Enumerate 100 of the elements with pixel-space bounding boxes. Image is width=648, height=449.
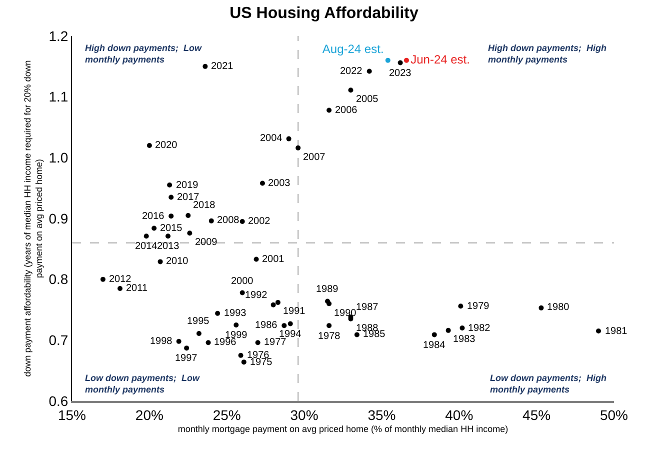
x-tick-label: 25% [212, 406, 241, 423]
annotation: 1990 [334, 308, 357, 319]
annotation: 1980 [547, 302, 570, 313]
x-tick-label: 35% [368, 406, 396, 423]
point [404, 58, 409, 63]
point [241, 360, 246, 365]
point [275, 300, 280, 305]
annotation: 2013 [157, 241, 180, 252]
annotation: 1996 [214, 337, 237, 348]
y-tick-label: 0.6 [48, 392, 68, 409]
point [166, 234, 171, 239]
point [240, 219, 245, 224]
annotation: Low down payments; Low monthly payments [85, 373, 200, 395]
annotation: 1989 [316, 284, 339, 295]
point [144, 234, 149, 239]
annotation: 2003 [268, 178, 291, 189]
point [234, 322, 239, 328]
annotation: 2022 [340, 66, 363, 77]
y-axis-title: down payment affordability (years of median HH income required for 20% down payment on avg priced home) [22, 60, 44, 377]
annotation: 1997 [175, 353, 198, 364]
point [255, 340, 260, 346]
annotation: 2005 [356, 94, 379, 105]
point [146, 143, 152, 148]
annotation: 2007 [303, 152, 326, 163]
annotation: 2000 [231, 276, 254, 287]
x-tick-label: 45% [522, 406, 551, 423]
point [158, 259, 163, 264]
annotation: 2002 [248, 216, 271, 227]
point [100, 276, 106, 282]
point [118, 286, 123, 291]
point [354, 332, 360, 338]
y-tick-label: 1.2 [48, 28, 68, 44]
point [286, 136, 292, 142]
point [458, 304, 464, 309]
annotation: 2021 [211, 61, 234, 72]
annotation: 1979 [467, 301, 490, 312]
point [168, 214, 174, 219]
point [184, 346, 190, 351]
point [296, 145, 301, 150]
point [366, 68, 372, 74]
x-tick-label: 50% [600, 406, 628, 423]
annotation: 1992 [245, 290, 268, 301]
point [446, 328, 451, 333]
point [187, 230, 192, 236]
point [432, 332, 437, 338]
x-axis-title: monthly mortgage payment on avg priced home (% of monthly median HH income) [178, 424, 508, 434]
annotation: 2018 [193, 200, 216, 211]
point [254, 256, 259, 262]
annotation: 2014 [135, 241, 158, 252]
annotation: 1984 [423, 340, 446, 351]
annotation: High down payments; Low monthly payments [85, 43, 202, 65]
annotation: 2009 [195, 237, 218, 248]
point [238, 352, 244, 358]
point [460, 326, 465, 330]
point [538, 305, 544, 310]
point [206, 340, 211, 346]
annotation: 2019 [176, 180, 199, 191]
point [385, 58, 390, 63]
annotation: 2011 [126, 283, 148, 294]
point [348, 88, 354, 93]
y-tick-label: 0.7 [48, 332, 68, 348]
point [167, 182, 172, 188]
annotation: 1987 [356, 302, 379, 313]
annotation: 1977 [264, 337, 287, 348]
annotation: 1982 [468, 323, 491, 334]
annotation: 1981 [605, 326, 628, 337]
annotation: 1991 [283, 306, 306, 317]
point [288, 321, 293, 326]
annotation: 2010 [166, 256, 189, 267]
chart-title: US Housing Affordability [230, 4, 418, 22]
x-tick-label: 15% [58, 406, 86, 423]
annotation: 2001 [262, 254, 285, 265]
x-tick-label: 40% [445, 406, 474, 423]
annotation: 1986 [255, 320, 278, 331]
annotation: 2015 [160, 223, 183, 234]
annotation: 1978 [318, 331, 341, 342]
annotation: 1983 [453, 334, 476, 345]
point [215, 310, 220, 316]
annotation: 1995 [187, 316, 210, 327]
point [596, 328, 602, 334]
point [260, 180, 265, 186]
series-label: Jun-24 est. [410, 52, 470, 66]
annotation: 2006 [335, 105, 358, 116]
point [240, 290, 245, 296]
y-tick-label: 1.0 [48, 150, 68, 166]
point [208, 218, 214, 224]
point [168, 194, 174, 200]
point [196, 330, 202, 336]
annotation: High down payments; High monthly payments [488, 43, 607, 65]
point [176, 338, 182, 344]
point [398, 60, 403, 66]
x-tick-label: 30% [290, 406, 318, 423]
point [326, 108, 332, 113]
point [270, 302, 276, 308]
annotation: 2008 [217, 215, 240, 226]
point [282, 323, 287, 328]
point [202, 64, 208, 69]
y-tick-label: 1.1 [48, 88, 68, 105]
point [326, 301, 332, 306]
y-tick-label: 0.9 [48, 210, 68, 226]
